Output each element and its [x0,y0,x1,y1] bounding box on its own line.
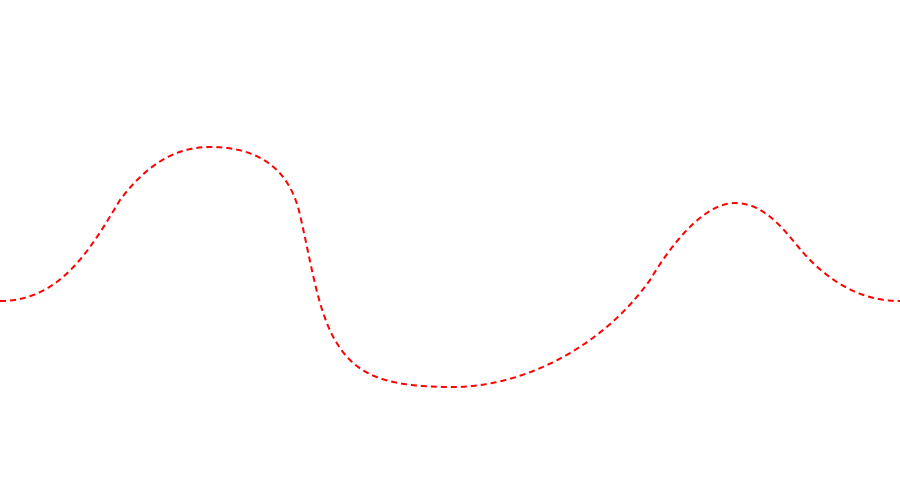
dashed-curve [0,145,900,389]
